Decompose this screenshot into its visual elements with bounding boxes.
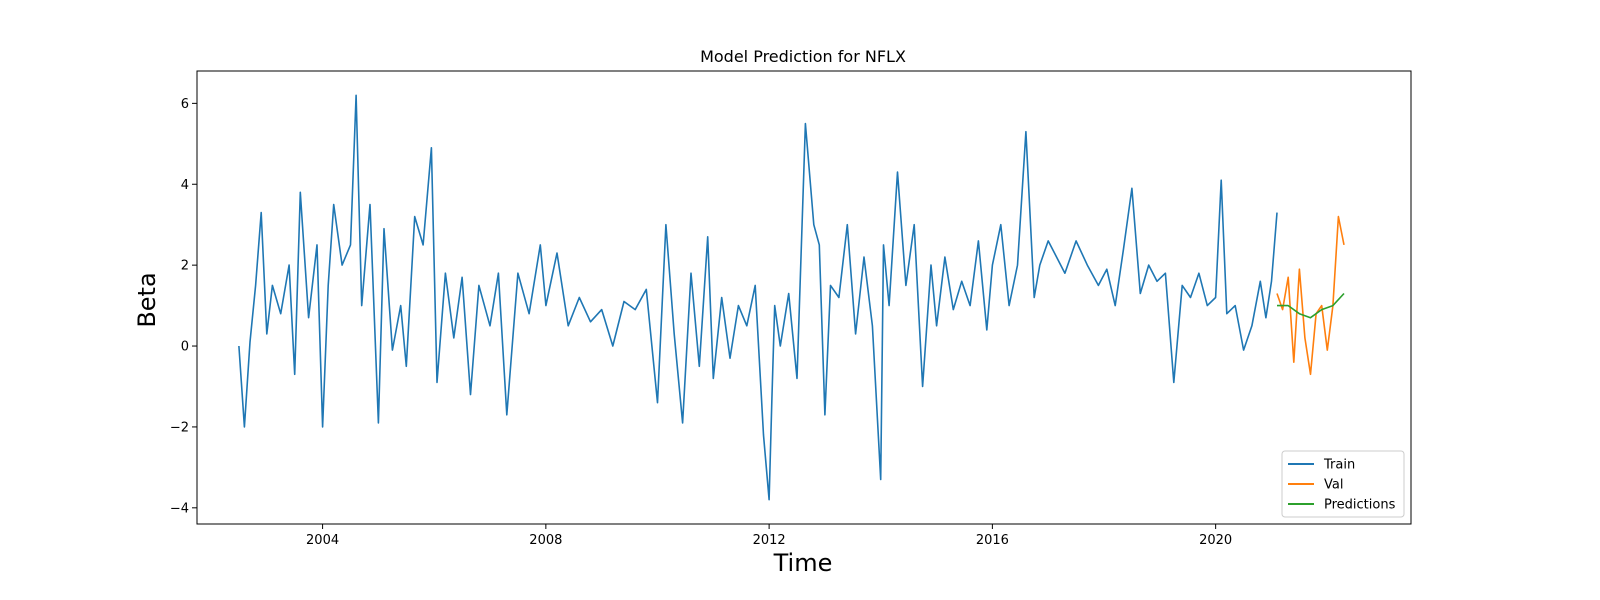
legend: Train Val Predictions [1281, 450, 1405, 518]
x-tick-label: 2016 [976, 533, 1009, 548]
legend-item-val: Val [1288, 478, 1343, 493]
y-tick-label: −4 [170, 501, 189, 516]
y-tick-label: 2 [181, 259, 189, 274]
plot-frame [196, 70, 1412, 525]
legend-box [1281, 450, 1405, 518]
x-axis: 2004 2008 2012 2016 2020 [306, 524, 1232, 548]
series-line-train [238, 94, 1278, 501]
series-line-predictions [1277, 292, 1345, 319]
x-axis-label: Time [773, 549, 833, 577]
y-axis: −4 −2 0 2 4 6 [170, 97, 197, 516]
y-tick-label: −2 [170, 420, 189, 435]
legend-item-train: Train [1288, 458, 1355, 473]
x-tick-label: 2008 [529, 533, 562, 548]
legend-label: Val [1324, 478, 1343, 493]
y-tick-label: 6 [181, 97, 189, 112]
y-axis-label: Beta [133, 272, 161, 327]
legend-label: Train [1323, 458, 1355, 473]
plot-area [196, 70, 1412, 525]
chart-title: Model Prediction for NFLX [700, 47, 906, 66]
y-tick-label: 4 [181, 178, 189, 193]
series-layer [238, 94, 1345, 501]
legend-item-predictions: Predictions [1288, 498, 1396, 513]
legend-label: Predictions [1324, 498, 1396, 513]
x-tick-label: 2004 [306, 533, 339, 548]
x-tick-label: 2012 [753, 533, 786, 548]
y-tick-label: 0 [181, 340, 189, 355]
x-tick-label: 2020 [1199, 533, 1232, 548]
